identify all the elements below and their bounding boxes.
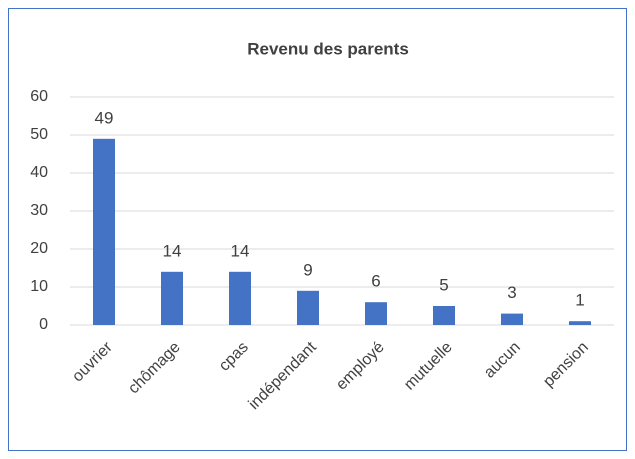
- data-label: 6: [371, 272, 380, 291]
- data-label: 9: [303, 260, 312, 279]
- bar: [297, 290, 319, 325]
- y-tick-label: 60: [30, 88, 48, 105]
- data-label: 49: [95, 108, 114, 127]
- bar: [501, 313, 523, 325]
- data-label: 3: [507, 283, 516, 302]
- bar: [161, 271, 183, 325]
- bar: [433, 306, 455, 325]
- y-tick-label: 20: [30, 240, 48, 257]
- y-tick-label: 10: [30, 278, 48, 295]
- bar: [569, 321, 591, 325]
- data-label: 5: [439, 275, 448, 294]
- chart-title: Revenu des parents: [247, 39, 409, 58]
- y-tick-label: 50: [30, 126, 48, 143]
- bar: [365, 302, 387, 325]
- bar: [229, 271, 251, 325]
- y-tick-label: 30: [30, 202, 48, 219]
- data-label: 1: [575, 291, 584, 310]
- data-label: 14: [163, 241, 182, 260]
- y-tick-label: 0: [39, 316, 48, 333]
- data-label: 14: [231, 241, 250, 260]
- bar: [93, 138, 115, 325]
- y-tick-label: 40: [30, 164, 48, 181]
